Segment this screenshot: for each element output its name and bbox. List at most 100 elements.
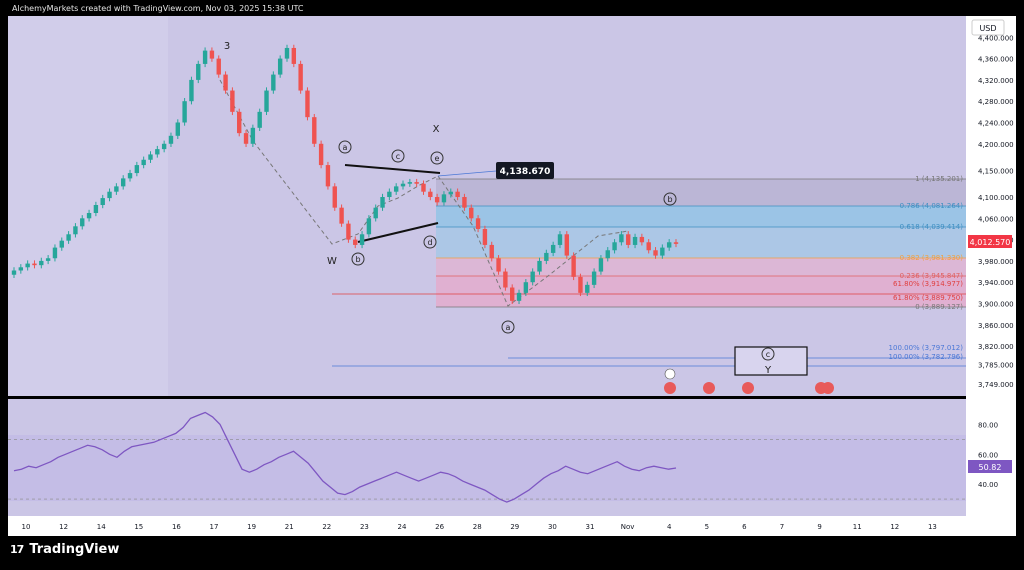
fib-label-0618: 0.618 (4,039.414)	[900, 223, 964, 231]
price-axis-bg	[966, 16, 1016, 516]
candle-body	[496, 258, 501, 272]
price-axis-label: 3,820.000	[978, 343, 1014, 351]
candle-body	[114, 186, 119, 192]
svg-text:b: b	[355, 255, 360, 264]
candle-body	[653, 250, 658, 256]
candle-body	[264, 90, 269, 112]
candle-body	[148, 154, 153, 160]
candle-body	[45, 258, 51, 261]
svg-text:e: e	[435, 154, 440, 163]
circle-label-a1: a	[338, 140, 352, 154]
price-axis-label: 4,280.000	[978, 98, 1014, 106]
candle-body	[591, 271, 597, 285]
candle-body	[598, 258, 604, 272]
svg-text:c: c	[396, 152, 400, 161]
circle-label-c2: c	[761, 347, 775, 361]
fib-label-0236: 0.236 (3,945.847)	[900, 272, 964, 280]
time-axis-bg	[8, 516, 1016, 536]
fib-label-0786: 0.786 (4,081.264)	[900, 202, 964, 210]
tradingview-brand: TradingView	[29, 542, 120, 557]
price-chart[interactable]: 4,400.000 4,360.000 4,320.000 4,280.000 4,24…	[8, 16, 1016, 536]
time-axis-label: 7	[780, 523, 784, 531]
candle-body	[619, 234, 624, 243]
candle-body	[271, 74, 276, 91]
candle-body	[202, 50, 208, 64]
candle-body	[100, 198, 105, 206]
candle-body	[544, 252, 549, 261]
circle-label-d: d	[423, 235, 437, 249]
candle-body	[353, 239, 358, 245]
candle-body	[209, 50, 215, 59]
circle-label-c1: c	[391, 149, 405, 163]
callout-leader	[437, 170, 497, 177]
fib-label-1: 1 (4,135.201)	[915, 175, 963, 183]
time-axis-label: 17	[210, 523, 219, 531]
candle-body	[175, 122, 180, 136]
candle-body	[387, 191, 392, 198]
price-axis-label: 3,900.000	[978, 300, 1014, 308]
candle-body	[639, 236, 645, 243]
flag-icon-3	[742, 382, 754, 394]
candle-body	[380, 197, 385, 208]
candle-body	[107, 191, 112, 199]
candle-body	[312, 117, 317, 144]
price-axis-label: 4,060.000	[978, 215, 1014, 223]
time-axis-label: 15	[134, 523, 143, 531]
wave-label-3: 3	[224, 41, 230, 52]
svg-text:a: a	[506, 323, 511, 332]
flag-icon-5	[822, 382, 834, 394]
tradingview-logo[interactable]: 17 TradingView	[10, 542, 119, 557]
svg-text:c: c	[766, 350, 770, 359]
candle-body	[216, 58, 221, 75]
candle-body	[455, 191, 460, 198]
candle-body	[141, 159, 146, 166]
chart-attribution: AlchemyMarkets created with TradingView.…	[12, 4, 304, 13]
candle-body	[673, 242, 679, 244]
candle-body	[127, 173, 133, 179]
target-box	[734, 346, 808, 376]
time-axis-label: 13	[928, 523, 937, 531]
economic-event-icons[interactable]	[664, 368, 834, 394]
candle-body	[557, 234, 563, 245]
svg-text:a: a	[343, 143, 348, 152]
svg-text:USD: USD	[979, 24, 996, 33]
candle-body	[550, 244, 556, 253]
time-axis-label: 4	[667, 523, 672, 531]
candle-body	[318, 143, 324, 166]
time-axis-label: 12	[890, 523, 899, 531]
fib-label-0: 0 (3,889.127)	[915, 303, 963, 311]
candle-body	[134, 165, 140, 174]
candle-body	[223, 74, 228, 91]
candle-body	[182, 101, 187, 123]
candle-body	[161, 143, 167, 150]
time-axis-label: 10	[22, 523, 31, 531]
time-axis-label: 21	[285, 523, 294, 531]
rsi-axis-label: 40.00	[978, 481, 998, 489]
candle-body	[578, 276, 583, 293]
candle-body	[39, 260, 44, 266]
candle-body	[32, 263, 37, 266]
fib-labels: 1 (4,135.201) 0.786 (4,081.264) 0.618 (4…	[889, 175, 964, 361]
svg-text:b: b	[667, 195, 672, 204]
candle-body	[530, 271, 535, 283]
candle-body	[407, 182, 413, 184]
candle-body	[284, 47, 290, 59]
candle-body	[52, 247, 58, 259]
candles	[11, 44, 679, 305]
wave-path-y	[437, 175, 629, 307]
candle-body	[564, 234, 570, 256]
time-axis-label: 29	[510, 523, 519, 531]
candle-body	[516, 292, 522, 301]
currency-badge[interactable]: USD	[971, 19, 1005, 36]
wave-label-y: Y	[764, 365, 772, 376]
flag-icon-1	[664, 382, 676, 394]
svg-text:d: d	[427, 238, 432, 247]
candle-body	[441, 194, 447, 203]
rsi-axis-label: 60.00	[978, 451, 998, 459]
circled-labels: a b c d e b a c	[338, 140, 775, 361]
candle-body	[80, 218, 85, 227]
circle-label-e: e	[430, 151, 444, 165]
svg-text:4,138.670: 4,138.670	[500, 167, 551, 177]
fib-label-618a: 61.80% (3,914.977)	[893, 280, 963, 288]
price-axis-label: 3,860.000	[978, 322, 1014, 330]
